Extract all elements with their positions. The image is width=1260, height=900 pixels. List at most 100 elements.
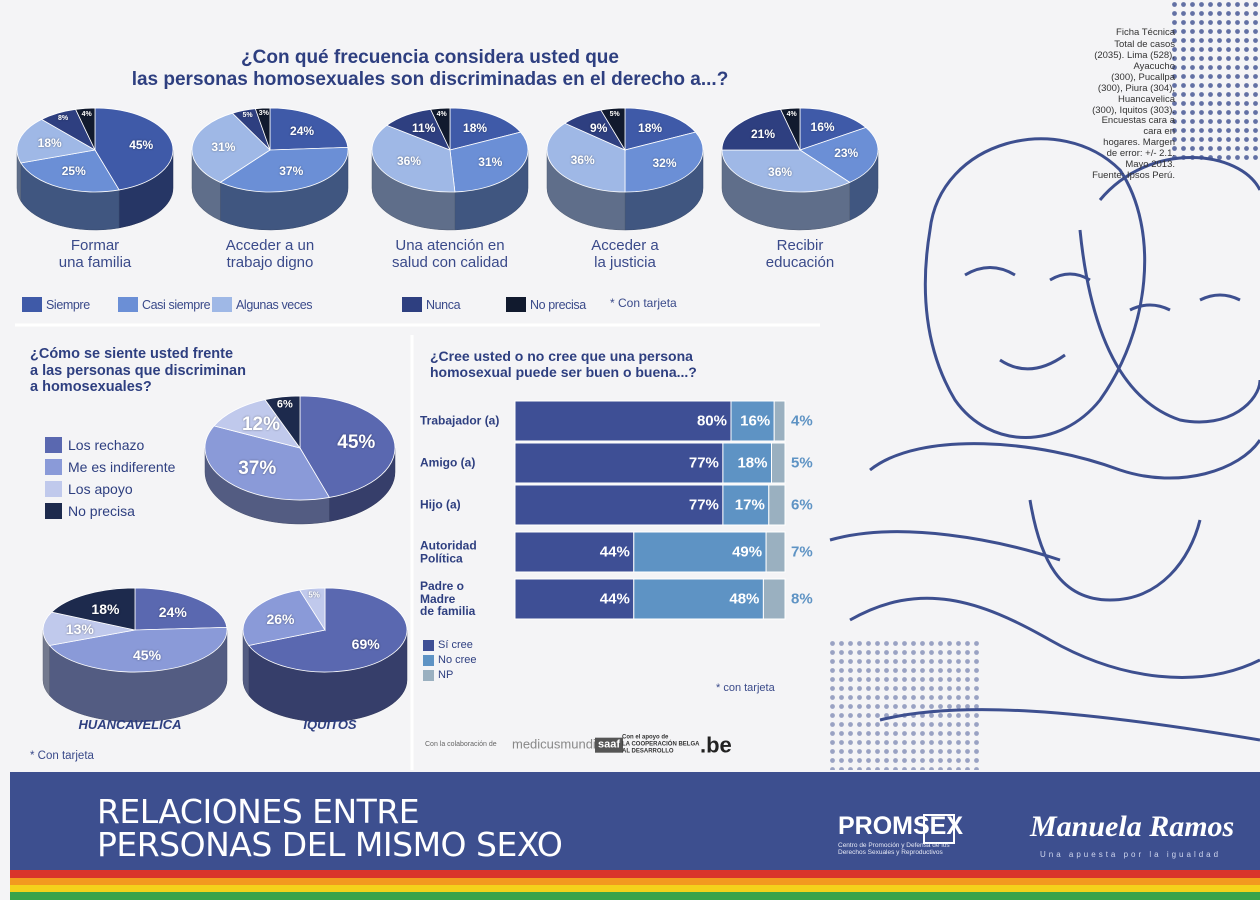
pie-slice — [546, 122, 626, 193]
legend-swatch — [423, 640, 434, 651]
logo-promsex-sub: Centro de Promoción y Defensa de los Der… — [838, 842, 950, 857]
pie-label: IQUITOS — [303, 717, 357, 732]
legend-swatch — [423, 655, 434, 666]
pie-slice — [254, 107, 271, 151]
pie-slice — [219, 146, 349, 193]
value-label: 49% — [732, 543, 763, 561]
legend-label: Nunca — [426, 298, 461, 312]
bar-segment — [633, 578, 764, 620]
pie-label: Recibir educación — [765, 237, 835, 272]
legend-swatch — [45, 481, 62, 497]
value-label: 45% — [337, 432, 376, 454]
value-label: 18% — [463, 120, 488, 135]
pie-slice — [48, 626, 228, 673]
pie-slice — [269, 107, 349, 151]
bar-segment — [771, 442, 786, 484]
category-label: Autoridad Política — [420, 538, 477, 565]
chart-title: ¿Con qué frecuencia considera usted que … — [131, 47, 729, 90]
value-label: 77% — [688, 496, 719, 514]
legend-swatch — [402, 297, 422, 312]
legend-swatch — [118, 297, 138, 312]
stripe — [10, 870, 1260, 878]
legend-label: Me es indiferente — [68, 459, 176, 475]
logo-manuela-sub: Una apuesta por la igualdad — [1040, 850, 1222, 859]
legend-label: Los rechazo — [68, 437, 145, 453]
logo-manuela: Manuela Ramos — [1030, 810, 1235, 843]
pie-slice — [780, 107, 801, 151]
legend-swatch — [45, 503, 62, 519]
value-label: 23% — [834, 146, 859, 161]
chart-title: ¿Cómo se siente usted frente a las perso… — [30, 346, 246, 396]
pie-slice — [134, 587, 228, 631]
value-label: 11% — [412, 121, 436, 136]
value-label: 18% — [638, 120, 663, 135]
legend-swatch — [45, 437, 62, 453]
pie-slice — [449, 131, 529, 193]
legend-label: Sí cree — [438, 639, 473, 651]
pie-label: HUANCAVELICA — [78, 717, 182, 732]
pie-slice — [624, 107, 697, 151]
pie-slice — [42, 611, 136, 646]
halftone — [10, 772, 90, 870]
value-label: 7% — [791, 543, 813, 561]
legend-label: NP — [438, 669, 454, 681]
legend-label: Los apoyo — [68, 481, 133, 497]
pie-slice — [75, 107, 96, 151]
pie-slice — [204, 425, 330, 501]
halftone — [830, 640, 980, 770]
legend-swatch — [423, 670, 434, 681]
value-label: 45% — [129, 138, 154, 153]
value-label: 24% — [158, 603, 187, 620]
value-label: 16% — [810, 120, 835, 135]
pie-slice — [50, 587, 136, 631]
value-label: 17% — [734, 496, 765, 514]
bar-segment — [514, 531, 635, 573]
legend-label: No precisa — [68, 503, 135, 519]
collaborator-logo: Con la colaboración de — [425, 740, 497, 748]
value-label: 21% — [751, 126, 776, 141]
bar-segment — [773, 400, 786, 442]
value-label: 6% — [791, 496, 813, 514]
pie-slice — [298, 587, 326, 632]
collaborator-logo: medicusmundi — [512, 736, 596, 752]
value-label: 31% — [211, 139, 236, 154]
pie-slice — [20, 149, 120, 193]
value-label: 25% — [61, 164, 86, 179]
value-label: 80% — [696, 412, 727, 430]
pie-label: Formar una familia — [58, 237, 132, 272]
value-label: 18% — [737, 454, 768, 472]
bar-segment — [514, 484, 724, 526]
value-label: 16% — [740, 412, 771, 430]
footer-band — [10, 772, 1260, 870]
value-label: 4% — [791, 412, 813, 430]
pie-slice — [213, 399, 301, 449]
bar-segment — [762, 578, 786, 620]
value-label: 36% — [396, 154, 421, 169]
pie-slice — [94, 107, 174, 191]
value-label: 77% — [688, 454, 719, 472]
pie-slice — [248, 587, 408, 673]
stripe — [10, 878, 1260, 885]
ficha-text: Total de casos (2035). Lima (528), Ayacu… — [1092, 39, 1175, 182]
value-label: 26% — [266, 611, 295, 628]
bar-segment — [633, 531, 767, 573]
value-label: 5% — [242, 112, 253, 120]
value-label: 12% — [241, 414, 280, 436]
legend-label: Siempre — [46, 298, 90, 312]
bar-segment — [768, 484, 786, 526]
value-label: 32% — [652, 155, 677, 170]
value-label: 8% — [57, 114, 69, 122]
bar-segment — [730, 400, 775, 442]
value-label: 69% — [351, 636, 380, 653]
value-label: 13% — [65, 621, 94, 638]
value-label: 9% — [590, 121, 608, 136]
pie-slice — [799, 107, 867, 151]
value-label: 18% — [37, 135, 62, 150]
value-label: 37% — [279, 164, 304, 179]
value-label: 4% — [436, 110, 447, 118]
pie-slice — [371, 124, 456, 193]
legend-swatch — [212, 297, 232, 312]
stripe — [10, 885, 1260, 892]
value-label: 5% — [308, 590, 320, 600]
